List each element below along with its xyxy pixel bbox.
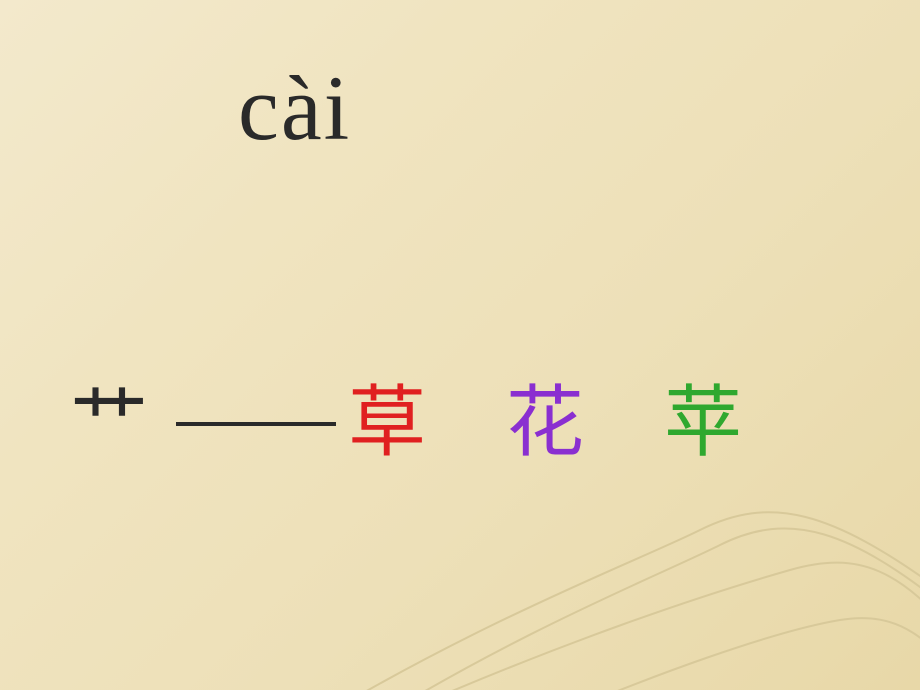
background-waves <box>0 0 920 690</box>
character-row: 艹 草 花 苹 <box>70 360 742 472</box>
char-3: 苹 <box>664 360 742 472</box>
pinyin-text: cài <box>238 55 351 161</box>
char-2: 花 <box>506 360 584 472</box>
long-dash <box>176 422 336 426</box>
char-1: 草 <box>348 360 426 472</box>
slide: cài 艹 草 花 苹 <box>0 0 920 690</box>
radical-char: 艹 <box>70 360 148 472</box>
